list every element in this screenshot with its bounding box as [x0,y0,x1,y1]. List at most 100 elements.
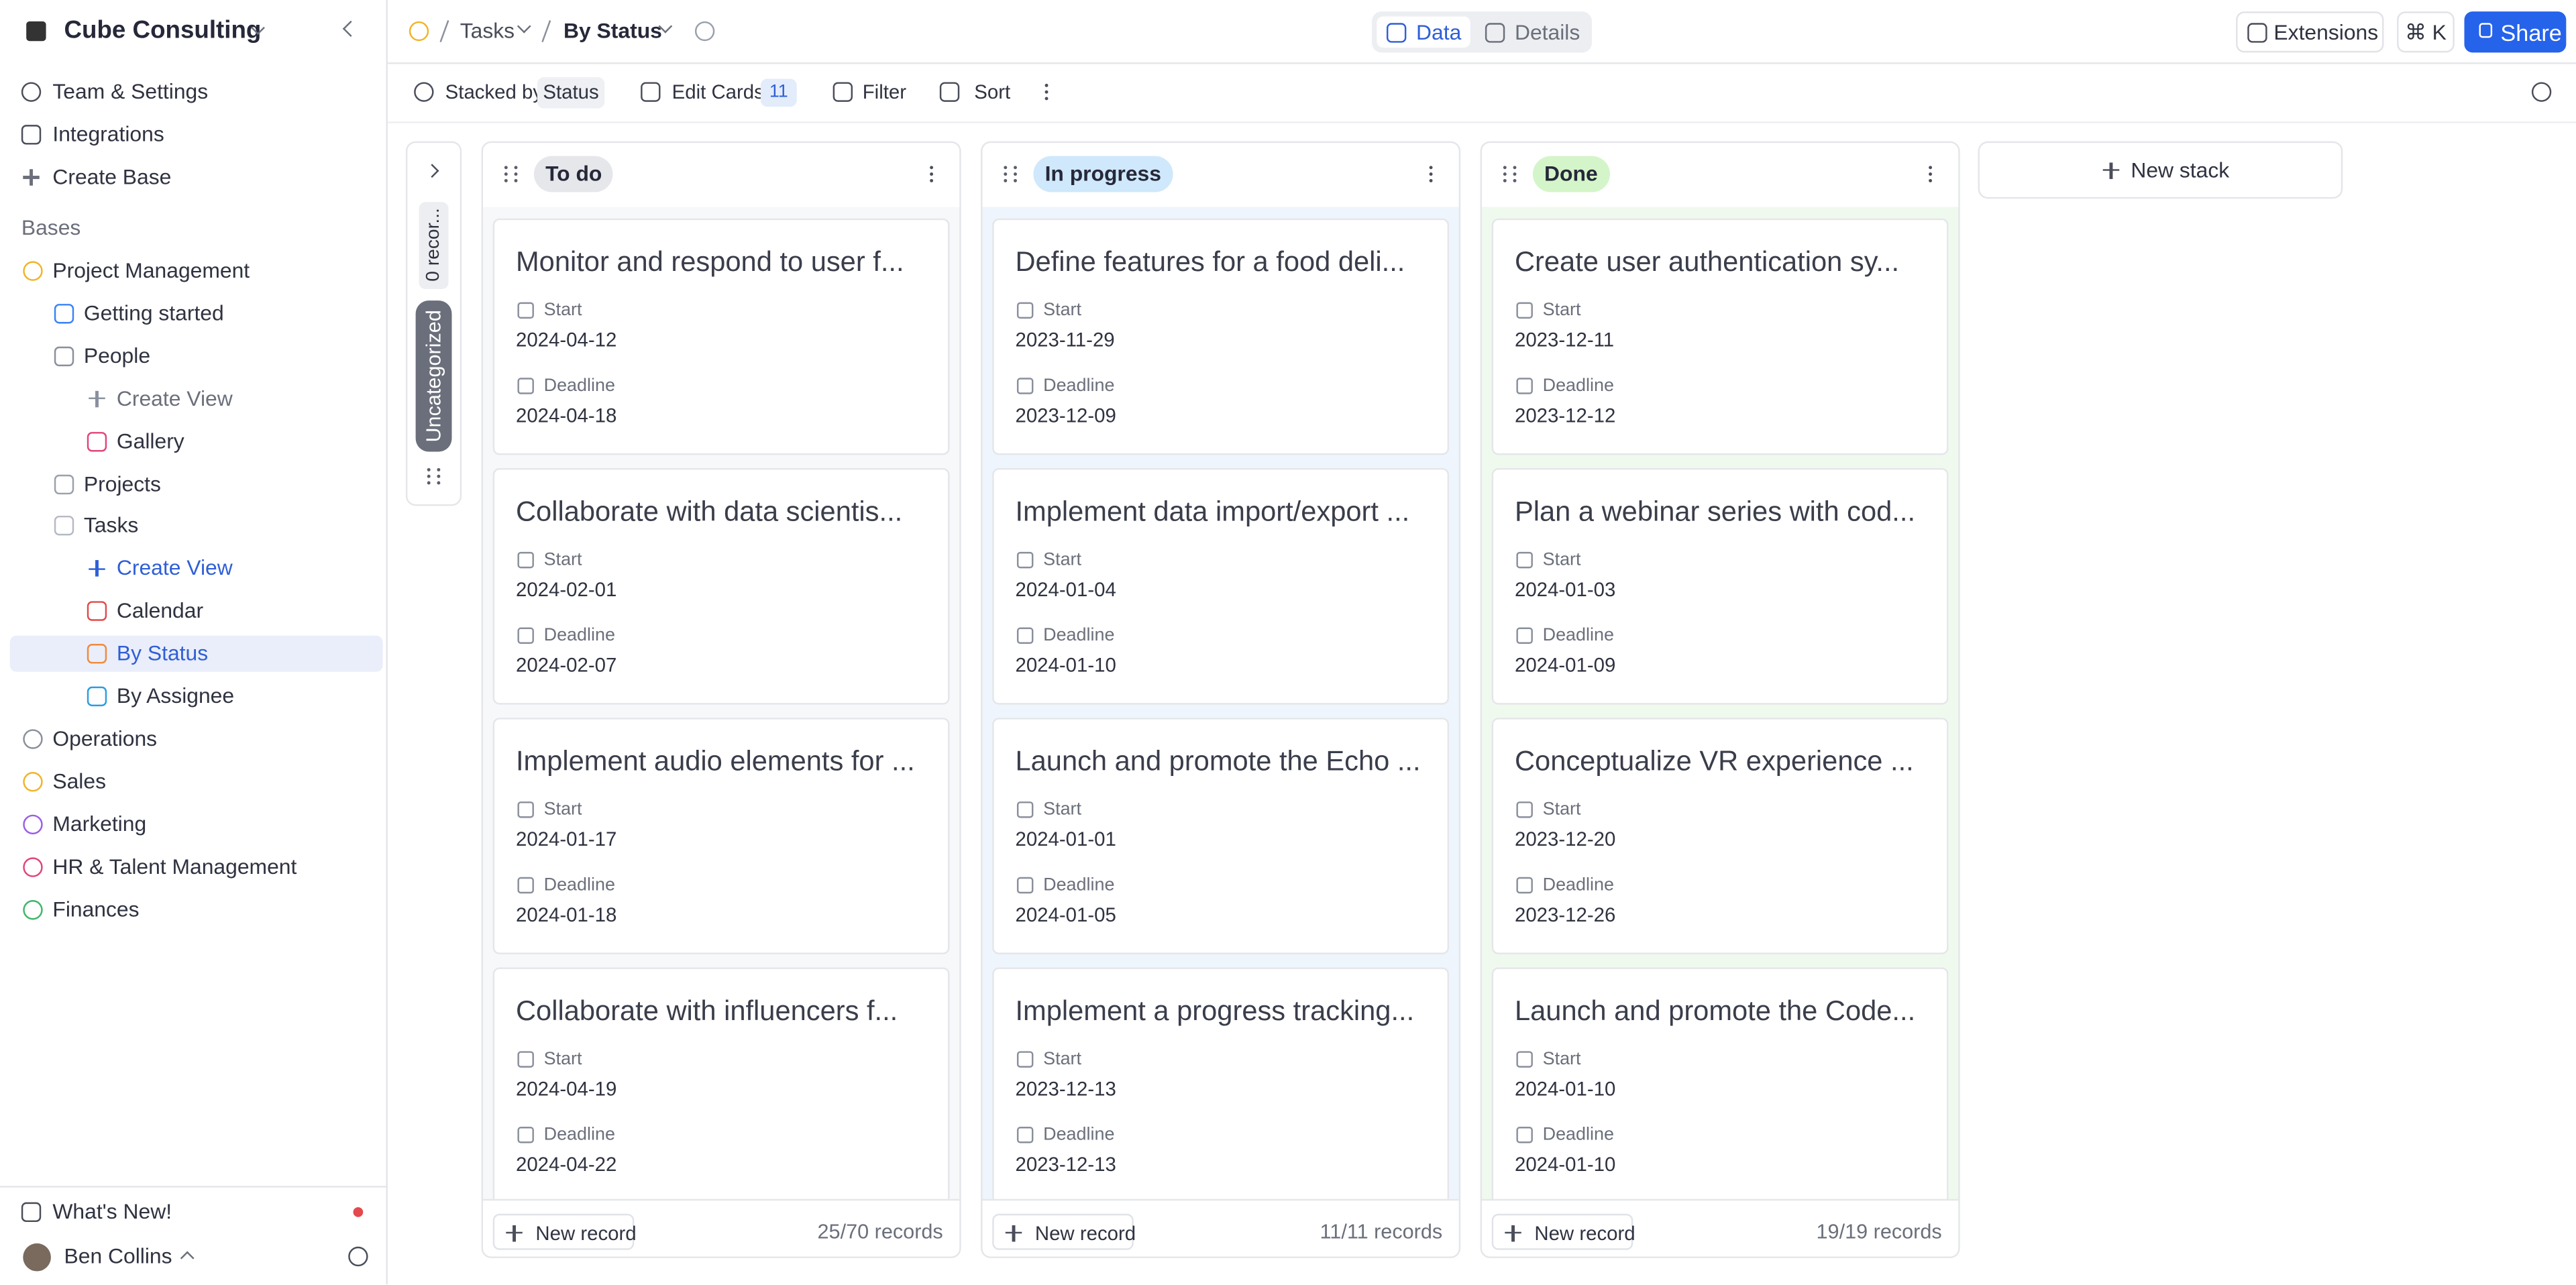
menu-item[interactable]: Create Base [52,164,172,189]
card[interactable]: Monitor and respond to user f... Start 202… [492,218,950,455]
nav-item[interactable]: Gallery [116,428,184,453]
menu-dot [1928,178,1933,183]
nav-item[interactable]: Create View [116,385,233,410]
card[interactable]: Launch and promote the Code... Start 2024-… [1491,967,1949,1205]
nav-item[interactable]: Projects [83,470,161,496]
shortcut-button[interactable]: ⌘ K [2397,11,2455,53]
nav-item[interactable]: Sales [52,768,107,793]
stack-footer: New record 25/70 records [483,1198,960,1257]
icon [87,686,107,707]
field-label: Start [1043,300,1082,321]
menu-item[interactable]: Team & Settings [52,78,209,104]
toolbar-label[interactable]: Stacked by [445,80,543,104]
field-value: 2023-12-20 [1514,828,1616,851]
sidebar: Cube Consulting Team & Settings Integratio… [0,0,388,1285]
card[interactable]: Plan a webinar series with cod... Start 20… [1491,467,1949,705]
field-label: Deadline [1043,376,1115,396]
menu-dot [929,172,934,176]
new-record-button[interactable]: New record [992,1213,1136,1250]
icon [21,1202,42,1223]
card[interactable]: Launch and promote the Echo ... Start 2024… [992,718,1450,954]
card[interactable]: Implement a progress tracking... Start 202… [992,967,1450,1205]
nav-item[interactable]: People [83,343,151,368]
extensions-button[interactable]: Extensions [2236,11,2384,53]
icon [87,644,107,664]
toolbar-label[interactable]: Sort [974,80,1011,104]
avatar [23,1243,51,1272]
nav-item[interactable]: Tasks [83,513,139,538]
icon [414,82,434,102]
menu-dot [1044,83,1049,88]
icon [87,601,107,622]
card-title: Collaborate with influencers f... [515,995,898,1027]
workspace-name[interactable]: Cube Consulting [64,16,262,45]
field-label: Start [1043,1049,1082,1070]
chip[interactable]: Status [537,77,605,109]
nav-item[interactable]: By Assignee [116,683,235,708]
field-value: 2023-12-13 [1015,1077,1116,1101]
nav-item[interactable]: By Status [116,640,209,666]
button-label: New record [1034,1221,1136,1245]
card[interactable]: Create user authentication sy... Start 202… [1491,218,1949,455]
grip-dot [1004,172,1008,176]
field-value: 2023-11-29 [1015,328,1115,352]
field-value: 2024-02-01 [515,578,617,602]
breadcrumb[interactable]: Tasks [460,17,515,43]
grip-dot [1503,172,1507,176]
new-stack-button[interactable]: New stack [1978,141,2343,199]
calendar-icon [1516,801,1533,818]
field-label: Start [1043,550,1082,570]
menu-item[interactable]: Integrations [52,121,164,146]
card[interactable]: Implement data import/export ... Start 202… [992,467,1450,705]
icon [54,473,74,494]
nav-item[interactable]: Calendar [116,598,204,623]
calendar-icon [1516,551,1533,569]
user-name[interactable]: Ben Collins [64,1243,172,1268]
grip-dot [427,467,431,472]
field-label: Deadline [1043,626,1115,646]
calendar-icon [1516,1051,1533,1068]
nav-item[interactable]: Marketing [52,811,147,836]
card[interactable]: Collaborate with data scientis... Start 20… [492,467,950,705]
nav-item[interactable]: Getting started [83,300,224,325]
icon [21,125,42,145]
menu-dot [1429,172,1433,176]
grip-dot [1013,166,1018,170]
card[interactable]: Implement audio elements for ... Start 202… [492,718,950,954]
card-title: Launch and promote the Echo ... [1015,745,1421,777]
collapse-icon[interactable] [342,20,359,37]
nav-item[interactable]: Project Management [52,258,250,283]
nav-item[interactable]: Operations [52,726,158,750]
tab[interactable]: Details [1514,19,1580,44]
toolbar-label[interactable]: Filter [862,80,907,104]
nav-item[interactable]: Create View [116,555,233,581]
nav-item[interactable]: Finances [52,895,140,921]
field-label: Start [543,1049,582,1070]
icon [1386,22,1407,42]
plus-icon [2110,162,2112,178]
stack: In progress Define features for a food de… [981,141,1461,1258]
field-label: Deadline [1043,875,1115,895]
lock-icon [2479,23,2493,38]
new-record-button[interactable]: New record [492,1213,637,1250]
chevron-up [180,1251,195,1266]
card[interactable]: Collaborate with influencers f... Start 20… [492,967,950,1205]
nav-item[interactable]: HR & Talent Management [52,853,297,879]
expand-icon[interactable] [425,164,439,178]
toolbar-label[interactable]: Edit Cards [672,80,764,104]
breadcrumb[interactable]: By Status [564,17,662,43]
card[interactable]: Define features for a food deli... Start 2… [992,218,1450,455]
tab[interactable]: Data [1416,19,1462,44]
share-button[interactable]: Share [2464,11,2567,53]
whats-new[interactable]: What's New! [52,1198,172,1224]
grip-dot [437,474,441,478]
field-value: 2024-04-18 [515,404,617,427]
card[interactable]: Conceptualize VR experience ... Start 2023… [1491,718,1949,954]
menu-dot [1429,165,1433,170]
icon [23,814,43,834]
card-title: Create user authentication sy... [1514,246,1900,278]
new-record-button[interactable]: New record [1491,1213,1635,1250]
count-chip: 11 [760,78,797,107]
uncategorized-column: 0 recor... Uncategorized [405,141,462,506]
card-title: Monitor and respond to user f... [515,246,904,278]
